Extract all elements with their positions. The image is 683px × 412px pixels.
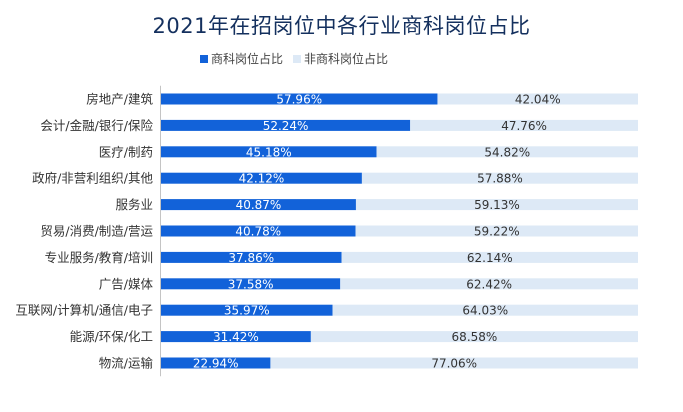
legend-label-1: 商科岗位占比: [211, 51, 283, 66]
category-label: 会计/金融/银行/保险: [40, 118, 153, 133]
bar-business: [161, 93, 438, 105]
bar-non-business: [355, 225, 638, 237]
data-label-business: 22.94%: [193, 357, 239, 371]
data-label-non-business: 47.76%: [501, 119, 547, 133]
category-label: 互联网/计算机/通信/电子: [15, 303, 153, 318]
data-label-business: 31.42%: [213, 330, 259, 344]
legend-label-2: 非商科岗位占比: [304, 51, 388, 66]
data-label-non-business: 59.13%: [474, 198, 520, 212]
data-label-business: 45.18%: [246, 145, 292, 159]
data-label-business: 40.87%: [236, 198, 282, 212]
bar-business: [161, 251, 342, 263]
data-label-business: 52.24%: [263, 119, 309, 133]
bar-business: [161, 357, 271, 369]
category-label: 贸易/消费/制造/营运: [40, 224, 153, 239]
bar-business: [161, 119, 411, 131]
data-label-business: 35.97%: [224, 304, 270, 318]
data-label-non-business: 42.04%: [515, 93, 561, 107]
data-label-business: 42.12%: [239, 172, 285, 186]
data-label-non-business: 59.22%: [474, 225, 520, 239]
bar-business: [161, 278, 341, 290]
category-label: 专业服务/教育/培训: [45, 250, 153, 265]
bar-non-business: [270, 357, 638, 369]
bar-business: [161, 199, 356, 211]
bar-non-business: [341, 251, 638, 263]
bar-non-business: [376, 146, 638, 158]
data-label-non-business: 68.58%: [452, 330, 498, 344]
bar-business: [161, 172, 362, 184]
data-label-business: 57.96%: [276, 93, 322, 107]
data-label-non-business: 64.03%: [462, 304, 508, 318]
category-label: 医疗/制药: [99, 144, 153, 159]
legend-swatch-1: [200, 55, 208, 63]
category-label: 能源/环保/化工: [70, 329, 153, 344]
category-label: 广告/媒体: [99, 276, 154, 291]
data-label-non-business: 62.14%: [467, 251, 513, 265]
category-label: 政府/非营利组织/其他: [32, 171, 153, 186]
bar-business: [161, 225, 356, 237]
data-label-business: 37.86%: [228, 251, 274, 265]
category-label: 房地产/建筑: [86, 92, 153, 107]
data-label-non-business: 57.88%: [477, 172, 523, 186]
data-label-business: 40.78%: [235, 225, 281, 239]
bar-non-business: [332, 304, 638, 316]
legend-swatch-2: [293, 55, 301, 63]
category-label: 物流/运输: [99, 356, 154, 371]
data-label-non-business: 62.42%: [466, 277, 512, 291]
bar-non-business: [355, 199, 638, 211]
bar-business: [161, 146, 377, 158]
category-label: 服务业: [115, 197, 153, 212]
bar-non-business: [310, 331, 638, 343]
data-label-non-business: 77.06%: [431, 357, 477, 371]
bar-non-business: [410, 119, 638, 131]
data-label-business: 37.58%: [228, 277, 274, 291]
bar-non-business: [437, 93, 638, 105]
chart-title: 2021年在招岗位中各行业商科岗位占比: [152, 14, 531, 38]
bar-non-business: [340, 278, 638, 290]
bar-non-business: [361, 172, 638, 184]
bar-business: [161, 304, 333, 316]
data-label-non-business: 54.82%: [484, 145, 530, 159]
bar-business: [161, 331, 311, 343]
